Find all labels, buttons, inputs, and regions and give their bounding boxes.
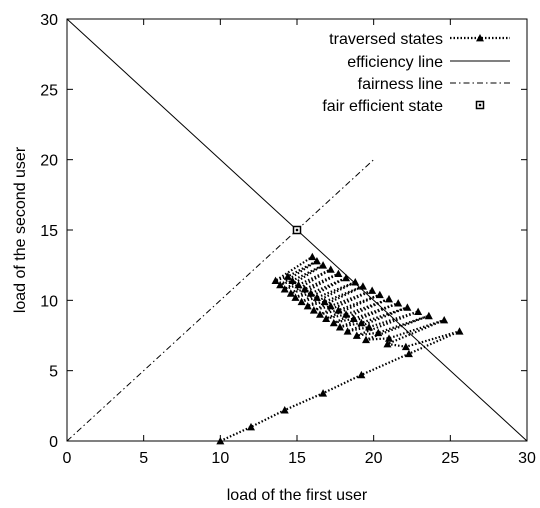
x-tick-label: 5 (139, 450, 148, 467)
traversed-state-point (283, 272, 292, 280)
legend-label-fair-efficient-state: fair efficient state (322, 98, 443, 115)
traversed-state-point (294, 280, 303, 289)
x-tick-label: 30 (518, 450, 536, 467)
traversed-state-point (455, 327, 464, 335)
traversed-state-point (404, 349, 413, 358)
y-tick-label: 20 (40, 153, 58, 170)
traversed-state-point (424, 311, 433, 320)
traversed-state-point (351, 278, 360, 286)
traversed-state-point (334, 306, 343, 314)
y-axis-label: load of the second user (12, 146, 29, 313)
y-tick-label: 25 (40, 82, 58, 99)
traversed-state-point (374, 328, 383, 337)
traversed-state-point (247, 422, 255, 431)
traversed-state-point (342, 273, 351, 282)
traversed-state-point (303, 301, 312, 310)
traversed-state-point (326, 265, 335, 273)
traversed-state-point (271, 276, 280, 285)
x-tick-label: 15 (288, 450, 306, 467)
x-tick-label: 0 (63, 450, 72, 467)
traversed-state-point (319, 389, 328, 397)
traversed-state-point (326, 301, 335, 310)
traversed-state-point (349, 314, 358, 323)
traversed-state-point (362, 335, 370, 344)
traversed-state-point (368, 286, 377, 294)
y-tick-label: 5 (49, 364, 58, 381)
traversed-state-point (320, 297, 329, 306)
x-tick-label: 20 (365, 450, 383, 467)
traversed-state-point (306, 289, 315, 297)
traversed-state-point (280, 406, 289, 414)
y-tick-label: 0 (49, 434, 58, 451)
traversed-state-point (385, 334, 393, 342)
traversed-state-point (394, 299, 403, 307)
traversed-state-point (291, 293, 300, 301)
traversed-state-point (297, 297, 306, 306)
y-tick-label: 10 (40, 293, 58, 310)
traversed-state-point (357, 318, 366, 327)
legend: traversed states efficiency line fairnes… (322, 31, 510, 115)
legend-label-efficiency-line: efficiency line (347, 54, 443, 71)
traversed-state-point (334, 269, 343, 278)
markers-layer (216, 225, 464, 445)
traversed-state-point (312, 256, 321, 265)
traversed-state-point (342, 310, 351, 318)
legend-label-fairness-line: fairness line (358, 76, 443, 93)
traversed-state-point (385, 294, 393, 303)
legend-marker-traversed-states (476, 34, 484, 42)
traversed-state-point (300, 285, 309, 293)
traversed-state-point (276, 280, 285, 289)
traversed-state-point (383, 339, 392, 348)
x-tick-label: 25 (441, 450, 459, 467)
traversed-state-point (329, 318, 338, 327)
axis-ticks: 0 5 10 15 20 25 30 0 5 10 15 20 25 30 (40, 12, 536, 467)
legend-label-traversed-states: traversed states (329, 31, 443, 48)
traversed-state-point (352, 331, 361, 339)
traversed-state-point (322, 314, 331, 323)
traversed-states-line (219, 255, 460, 442)
x-axis-label: load of the first user (227, 487, 368, 504)
traversed-state-point (414, 307, 423, 315)
traversed-state-point (365, 323, 374, 331)
y-tick-label: 15 (40, 223, 58, 240)
traversed-state-point (308, 252, 317, 261)
traversed-state-point (440, 316, 449, 324)
traversed-state-point (358, 282, 367, 290)
traversed-state-point (319, 261, 328, 269)
y-tick-label: 30 (40, 12, 58, 29)
fair-efficient-state-point-center (295, 228, 299, 232)
traversed-state-point (343, 327, 352, 335)
traversed-state-point (403, 303, 412, 311)
x-tick-label: 10 (211, 450, 229, 467)
traversed-state-point (375, 290, 384, 299)
traversed-state-point (286, 289, 295, 297)
traversed-state-point (288, 276, 297, 285)
traversed-state-point (312, 293, 321, 301)
traversed-state-point (316, 310, 324, 318)
legend-marker-fair-efficient-state-center (478, 103, 482, 107)
traversed-state-point (335, 323, 344, 331)
fairness-line (66, 159, 375, 442)
traversed-state-point (309, 306, 318, 314)
traversed-state-point (357, 370, 366, 379)
traversed-state-point (401, 342, 410, 351)
traversed-state-point (280, 285, 289, 293)
